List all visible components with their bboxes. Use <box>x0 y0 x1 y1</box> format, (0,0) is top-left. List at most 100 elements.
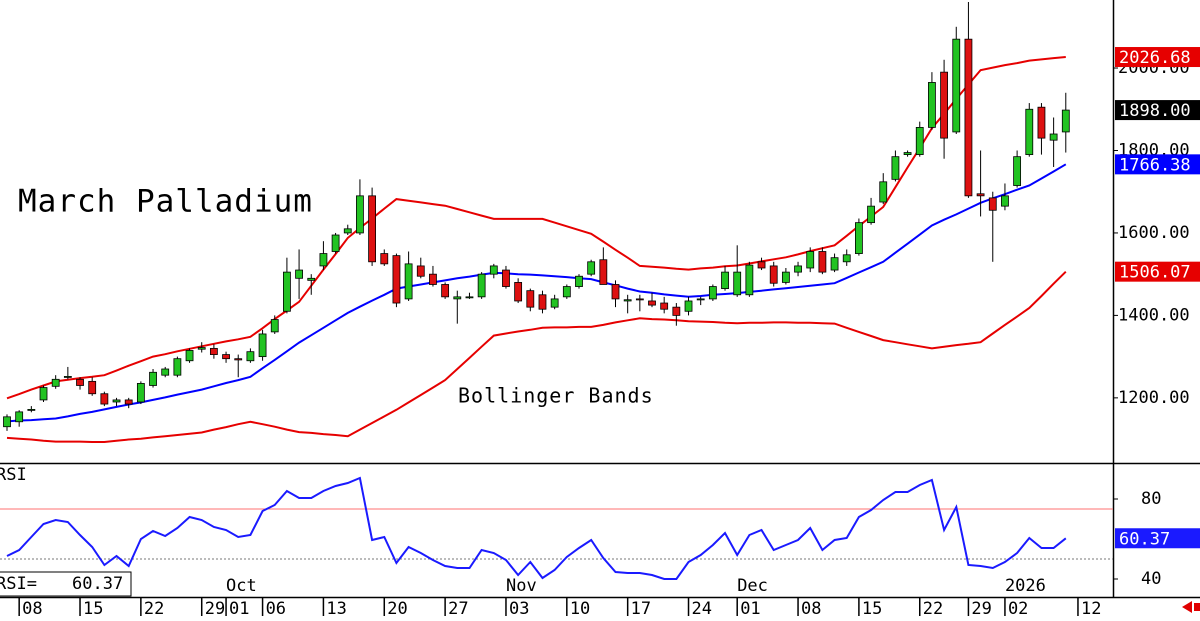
candle-body <box>15 411 24 423</box>
candle-body <box>441 284 450 298</box>
y-tick-label: 1200.00 <box>1118 388 1190 408</box>
value-box-label: 2026.68 <box>1119 48 1191 68</box>
x-tick-label: 01 <box>229 599 249 619</box>
candle-body <box>477 273 486 298</box>
candle-body <box>550 298 559 308</box>
candle-body <box>587 261 596 275</box>
candle-body <box>112 399 121 403</box>
candle-body <box>672 306 681 316</box>
rsi-readout-value: 60.37 <box>72 574 123 594</box>
candle-body <box>270 319 279 333</box>
rsi-title: RSI <box>0 465 27 485</box>
x-tick-label: 15 <box>862 599 882 619</box>
candle-body <box>526 290 535 308</box>
candle-body <box>124 399 133 405</box>
scroll-arrow-tail[interactable] <box>1194 603 1200 611</box>
candle-body <box>769 265 778 284</box>
value-box <box>1115 154 1200 175</box>
candle-body <box>635 298 644 301</box>
candle-body <box>368 195 377 263</box>
x-tick-label: 29 <box>205 599 225 619</box>
candle-body <box>976 193 985 197</box>
x-tick-label: 27 <box>448 599 468 619</box>
candle-body <box>855 222 863 254</box>
candle-body <box>964 38 973 197</box>
annotation: Bollinger Bands <box>458 384 654 408</box>
candle-body <box>514 282 523 302</box>
candle-body <box>197 347 206 350</box>
candle-body <box>818 251 827 273</box>
rsi-line <box>6 476 1067 580</box>
candle-body <box>307 277 316 281</box>
candle-body <box>928 82 936 128</box>
candle-body <box>234 358 243 361</box>
candle-body <box>903 152 912 156</box>
x-tick-label: 08 <box>22 599 42 619</box>
value-box <box>1115 528 1200 549</box>
candle-body <box>830 257 839 271</box>
candle-body <box>51 378 60 387</box>
x-tick-label: 22 <box>144 599 164 619</box>
value-box <box>1115 100 1200 121</box>
candle-body <box>842 254 851 263</box>
x-tick-label: 22 <box>923 599 943 619</box>
candle-body <box>879 181 888 203</box>
candle-body <box>161 368 170 376</box>
x-tick-label: 12 <box>1081 599 1101 619</box>
y-tick-label: 1400.00 <box>1118 305 1190 325</box>
candle-body <box>319 253 328 267</box>
candle-body <box>648 300 656 306</box>
band-line <box>6 270 1067 443</box>
value-box-label: 60.37 <box>1119 529 1170 549</box>
candle-body <box>623 299 632 302</box>
candle-body <box>1025 108 1034 156</box>
candle-body <box>100 393 109 405</box>
candle-body <box>1037 106 1046 139</box>
candle-body <box>429 273 437 285</box>
band-line <box>6 56 1066 400</box>
candle-body <box>684 300 693 312</box>
band-line <box>6 163 1067 423</box>
candle-body <box>76 378 84 386</box>
candle-body <box>891 156 900 180</box>
candle-body <box>1049 133 1058 141</box>
y-tick-label: 1600.00 <box>1118 223 1190 243</box>
candle-body <box>721 271 729 290</box>
candle-body <box>453 296 462 300</box>
candle-body <box>63 376 72 378</box>
candle-body <box>295 269 303 279</box>
candle-body <box>708 286 717 300</box>
x-tick-label: 24 <box>692 599 712 619</box>
candle-body <box>246 351 255 362</box>
x-tick-label: 02 <box>1008 599 1028 619</box>
rsi-readout-box <box>0 571 132 597</box>
candle-body <box>283 271 291 312</box>
value-box-label: 1506.07 <box>1119 263 1191 283</box>
scroll-arrow[interactable] <box>1182 601 1192 613</box>
candle-body <box>660 302 669 310</box>
candle-body <box>343 228 352 234</box>
candle-body <box>733 271 742 296</box>
rsi-readout-label: RSI= <box>0 574 37 594</box>
candle-body <box>173 358 182 376</box>
candle-body <box>136 383 145 403</box>
candle-body <box>952 38 961 133</box>
candle-body <box>88 380 97 395</box>
candle-body <box>988 197 997 211</box>
x-tick-label: 13 <box>326 599 346 619</box>
candle-body <box>806 251 815 269</box>
month-label: Oct <box>226 576 257 596</box>
candle-body <box>745 264 754 296</box>
candle-body <box>258 333 267 358</box>
candle-body <box>392 255 401 304</box>
candle-body <box>185 350 194 362</box>
candle-body <box>940 71 948 139</box>
month-label: Dec <box>737 576 768 596</box>
value-box <box>1115 261 1200 282</box>
candle-body <box>489 265 498 275</box>
candle-body <box>538 294 547 310</box>
value-box-label: 1898.00 <box>1119 101 1191 121</box>
